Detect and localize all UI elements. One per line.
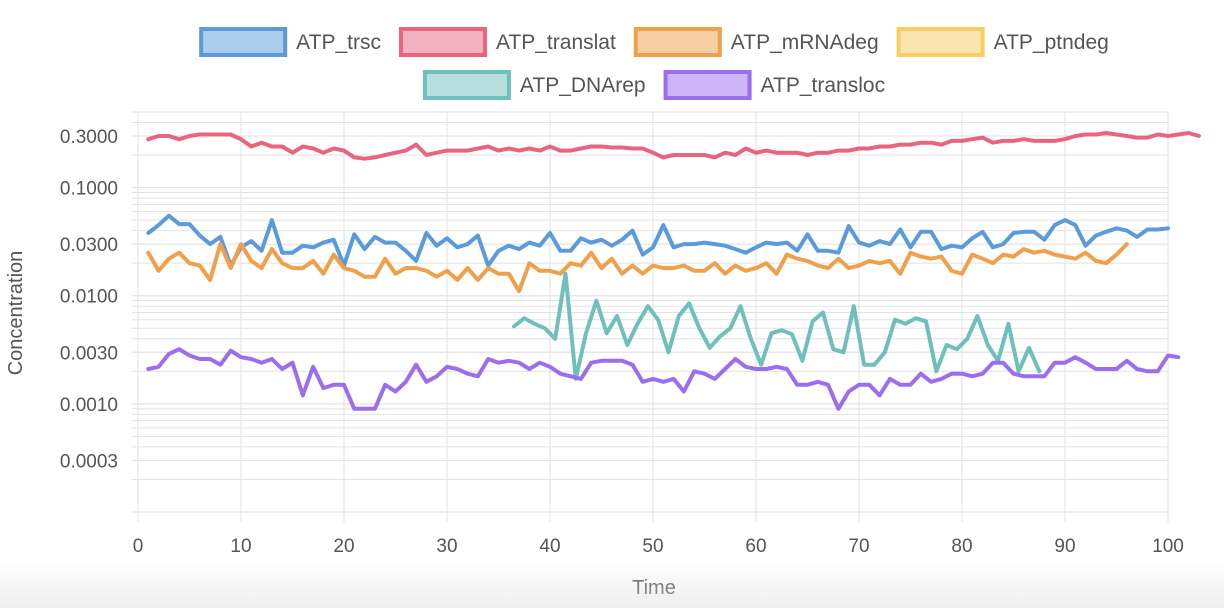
- x-tick-label: 0: [133, 536, 144, 557]
- x-tick-label: 80: [951, 536, 972, 557]
- x-axis: 0 10 20 30 40 50 60 70 80 90 100: [133, 536, 1184, 557]
- legend-swatch: [896, 27, 985, 57]
- series-layer: [146, 131, 1201, 411]
- legend-swatch: [633, 27, 722, 57]
- y-tick-label: 0.0003: [60, 451, 118, 472]
- y-tick-label: 0.1000: [60, 179, 118, 200]
- legend-label: ATP_transloc: [761, 74, 886, 97]
- y-tick-label: 0.0300: [60, 235, 118, 256]
- legend-swatch: [663, 70, 752, 100]
- legend-label: ATP_ptndeg: [994, 31, 1109, 54]
- x-tick-label: 10: [230, 536, 251, 557]
- legend-item-atp-mrnadeg[interactable]: ATP_mRNAdeg: [633, 27, 879, 57]
- y-axis: 0.3000 0.1000 0.0300 0.0100 0.0030 0.0010 0.00…: [60, 127, 118, 472]
- y-tick-label: 0.0010: [60, 395, 118, 416]
- legend-item-atp-dnarep[interactable]: ATP_DNArep: [422, 70, 646, 100]
- x-tick-label: 30: [436, 536, 457, 557]
- legend-swatch: [422, 70, 511, 100]
- x-tick-label: 20: [333, 536, 354, 557]
- y-tick-label: 0.0030: [60, 343, 118, 364]
- legend-swatch: [398, 27, 487, 57]
- legend-label: ATP_trsc: [296, 31, 381, 54]
- x-axis-title: Time: [632, 577, 676, 599]
- legend-item-atp-translat[interactable]: ATP_translat: [398, 27, 616, 57]
- legend-item-atp-ptndeg[interactable]: ATP_ptndeg: [896, 27, 1109, 57]
- legend-item-atp-trsc[interactable]: ATP_trsc: [199, 27, 381, 57]
- legend-label: ATP_DNArep: [520, 74, 646, 97]
- x-tick-label: 60: [745, 536, 766, 557]
- x-tick-label: 70: [848, 536, 869, 557]
- x-tick-label: 90: [1054, 536, 1075, 557]
- y-axis-title: Concentration: [5, 251, 27, 376]
- legend-swatch: [199, 27, 288, 57]
- series-line-atp-trsc: [146, 213, 1170, 268]
- legend-item-atp-transloc[interactable]: ATP_transloc: [663, 70, 886, 100]
- series-line-atp-translat: [146, 131, 1201, 161]
- x-tick-label: 50: [642, 536, 663, 557]
- y-tick-label: 0.0100: [60, 287, 118, 308]
- series-line-atp-mrnadeg: [146, 242, 1129, 294]
- series-line-atp-dnarep: [512, 271, 1042, 381]
- legend: ATP_trsc ATP_translat ATP_mRNAdeg ATP_ptnde…: [199, 27, 1109, 100]
- legend-label: ATP_mRNAdeg: [731, 31, 879, 54]
- x-tick-label: 100: [1152, 536, 1184, 557]
- x-tick-label: 40: [539, 536, 560, 557]
- legend-label: ATP_translat: [496, 31, 616, 54]
- series-line-atp-transloc: [146, 347, 1181, 411]
- y-tick-label: 0.3000: [60, 127, 118, 148]
- grid-layer: [132, 111, 1169, 522]
